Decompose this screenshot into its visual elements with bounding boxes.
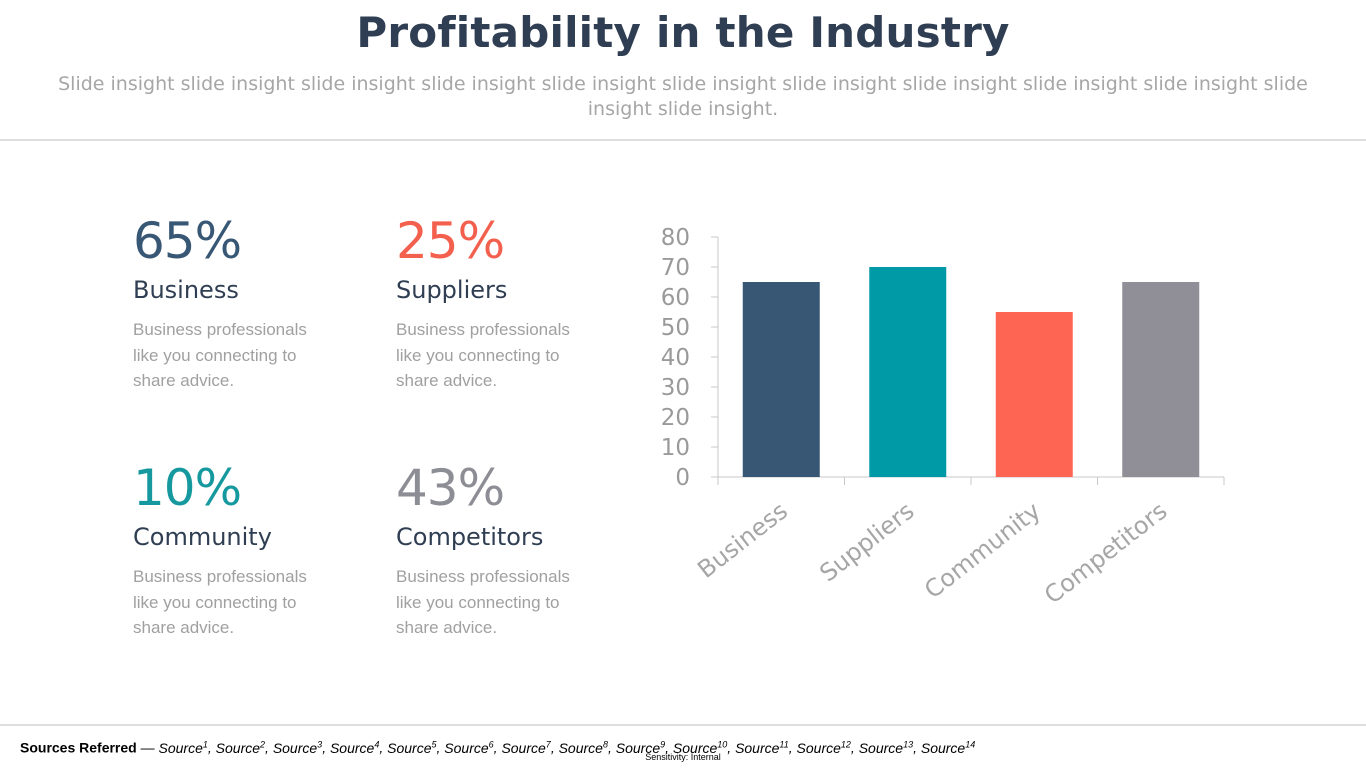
y-tick-label: 70 [661, 255, 690, 281]
stat-description: Business professionals like you connecti… [396, 567, 570, 637]
source-item: Source8 [558, 739, 608, 756]
y-tick-label: 10 [661, 435, 690, 461]
y-tick-label: 50 [661, 315, 690, 341]
source-item: Source12 [796, 739, 851, 756]
stat-suppliers: 25% Suppliers Business professionals lik… [396, 213, 626, 394]
source-item: Source10 [672, 739, 728, 756]
top-divider [0, 139, 1366, 141]
stat-label: Suppliers [396, 276, 508, 304]
x-tick-label: Competitors [1039, 497, 1172, 610]
sources-list: Source1, Source2, Source3, Source4, Sour… [158, 739, 976, 756]
stat-business: 65% Business Business professionals like… [133, 213, 363, 394]
x-tick-label: Community [919, 497, 1046, 605]
stat-label: Business [133, 276, 239, 304]
y-tick-label: 60 [661, 285, 690, 311]
bar-competitors [1122, 282, 1200, 477]
stat-percent: 65% [133, 212, 242, 270]
slide-subtitle: Slide insight slide insight slide insigh… [58, 73, 1308, 120]
source-item: Source3 [272, 739, 323, 756]
stat-description: Business professionals like you connecti… [396, 320, 570, 390]
slide-title: Profitability in the Industry [356, 8, 1010, 57]
sensitivity-label: Sensitivity: Internal [645, 752, 721, 762]
sources-dash: — [136, 739, 159, 756]
source-item: Source7 [501, 739, 551, 756]
source-item: Source6 [444, 739, 494, 756]
source-item: Source1 [158, 739, 208, 756]
bar-chart: 0 10 20 30 40 50 60 70 80 Business Suppliers Commun… [661, 225, 1225, 610]
source-item: Source14 [920, 739, 976, 756]
y-tick-label: 80 [661, 225, 690, 251]
sources-label: Sources Referred [20, 739, 137, 756]
stat-description: Business professionals like you connecti… [133, 567, 307, 637]
bar-business [742, 282, 820, 477]
x-tick-label: Business [692, 497, 793, 584]
bottom-divider [0, 724, 1366, 726]
source-item: Source11 [735, 739, 789, 756]
stat-percent: 25% [396, 212, 505, 270]
stat-percent: 43% [396, 459, 505, 517]
source-item: Source5 [387, 739, 437, 756]
y-tick-label: 30 [661, 375, 690, 401]
stat-label: Competitors [396, 523, 544, 551]
stat-label: Community [133, 523, 272, 551]
y-tick-label: 40 [661, 345, 690, 371]
bar-suppliers [869, 267, 947, 477]
x-tick-label: Suppliers [814, 497, 919, 588]
sources-footer: Sources Referred — Source1, Source2, Sou… [20, 739, 975, 756]
y-tick-label: 20 [661, 405, 690, 431]
source-item: Source13 [858, 739, 914, 756]
source-item: Source2 [215, 739, 266, 756]
stat-description: Business professionals like you connecti… [133, 320, 307, 390]
stat-community: 10% Community Business professionals lik… [133, 460, 363, 641]
stat-competitors: 43% Competitors Business professionals l… [396, 460, 626, 641]
source-item: Source9 [615, 739, 666, 756]
bar-community [995, 312, 1073, 477]
stat-percent: 10% [133, 459, 242, 517]
y-tick-label: 0 [675, 465, 690, 491]
source-item: Source4 [329, 739, 380, 756]
